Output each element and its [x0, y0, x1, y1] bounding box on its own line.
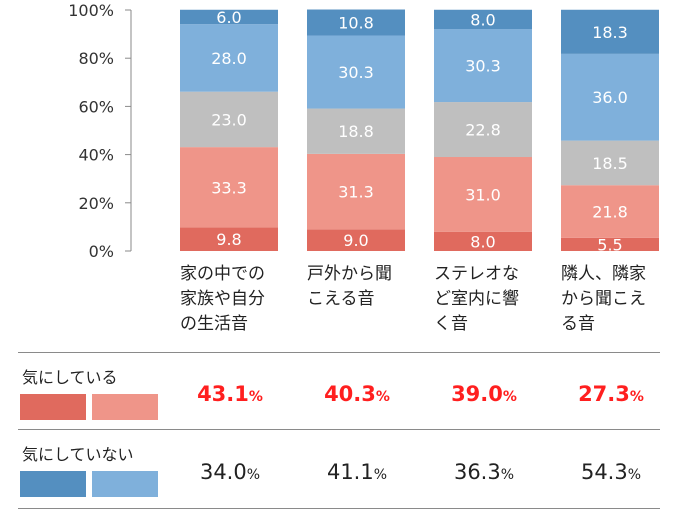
summary-top-rule — [18, 352, 660, 353]
y-tick-label: 20% — [78, 194, 114, 213]
bar-segment — [561, 140, 659, 186]
data-label: 22.8 — [465, 121, 501, 140]
data-label: 23.0 — [211, 110, 247, 129]
y-tick-label: 0% — [89, 242, 114, 260]
data-label: 5.5 — [597, 235, 622, 254]
summary-middle-rule — [18, 429, 660, 430]
bar-segment — [180, 91, 278, 148]
bar-segment — [180, 147, 278, 228]
concerned-swatch-dark — [20, 394, 86, 420]
data-label: 30.3 — [338, 63, 374, 82]
concerned-swatch-light — [92, 394, 158, 420]
not-concerned-value-neighbor: 54.3% — [580, 460, 642, 484]
not-concerned-value-household: 34.0% — [199, 460, 261, 484]
not-concerned-value-stereo: 36.3% — [453, 460, 515, 484]
concerned-value-neighbor: 27.3% — [578, 382, 644, 406]
bar-segment — [307, 9, 405, 36]
stacked-bar-chart: 0% 20% 40% 60% 80% 100% 9.8 33.3 23.0 28.0 6.0 9.0 3… — [68, 1, 659, 260]
data-label: 8.0 — [470, 10, 495, 29]
data-label: 31.3 — [338, 183, 374, 202]
bar-segment — [180, 227, 278, 251]
bar-segment — [180, 9, 278, 25]
bar-segment — [434, 102, 532, 158]
category-label-stereo: ステレオな ど室内に響 く音 — [434, 264, 519, 334]
data-label: 31.0 — [465, 185, 501, 204]
y-tick-label: 40% — [78, 146, 114, 165]
data-label: 6.0 — [216, 8, 241, 27]
category-label-outdoor: 戸外から聞 こえる音 — [307, 264, 392, 309]
category-label-household: 家の中での 家族や自分 の生活音 — [180, 264, 265, 334]
bar-segment — [561, 237, 659, 251]
bar-segment — [307, 35, 405, 109]
data-label: 9.0 — [343, 231, 368, 250]
data-label: 10.8 — [338, 14, 374, 33]
bar-segment — [307, 153, 405, 230]
data-label: 28.0 — [211, 49, 247, 68]
not-concerned-swatch-light — [92, 471, 158, 497]
data-label: 33.3 — [211, 178, 247, 197]
bar-segment — [434, 29, 532, 103]
concerned-value-outdoor: 40.3% — [324, 382, 390, 406]
data-label: 18.3 — [592, 23, 628, 42]
y-tick-label: 60% — [78, 97, 114, 116]
not-concerned-label: 気にしていない — [22, 445, 134, 464]
not-concerned-swatch-dark — [20, 471, 86, 497]
category-label-neighbor: 隣人、隣家 から聞こえ る音 — [561, 264, 646, 334]
bar-segment — [434, 231, 532, 251]
concerned-value-stereo: 39.0% — [451, 382, 517, 406]
data-label: 18.8 — [338, 122, 374, 141]
not-concerned-value-outdoor: 41.1% — [326, 460, 388, 484]
data-label: 9.8 — [216, 230, 241, 249]
concerned-label: 気にしている — [22, 368, 118, 387]
data-label: 21.8 — [592, 202, 628, 221]
data-label: 36.0 — [592, 88, 628, 107]
y-tick-label: 100% — [68, 1, 114, 20]
bar-segment — [307, 229, 405, 251]
y-tick-label: 80% — [78, 49, 114, 68]
summary-bottom-rule — [18, 508, 660, 509]
data-label: 18.5 — [592, 154, 628, 173]
bar-segment — [434, 157, 532, 232]
bar-segment — [180, 24, 278, 92]
data-label: 8.0 — [470, 232, 495, 251]
concerned-value-household: 43.1% — [197, 382, 263, 406]
bar-segment — [307, 108, 405, 154]
data-label: 30.3 — [465, 57, 501, 76]
bar-segment — [561, 185, 659, 238]
bar-segment — [561, 53, 659, 141]
bar-segment — [434, 9, 532, 30]
bar-segment — [561, 9, 659, 54]
